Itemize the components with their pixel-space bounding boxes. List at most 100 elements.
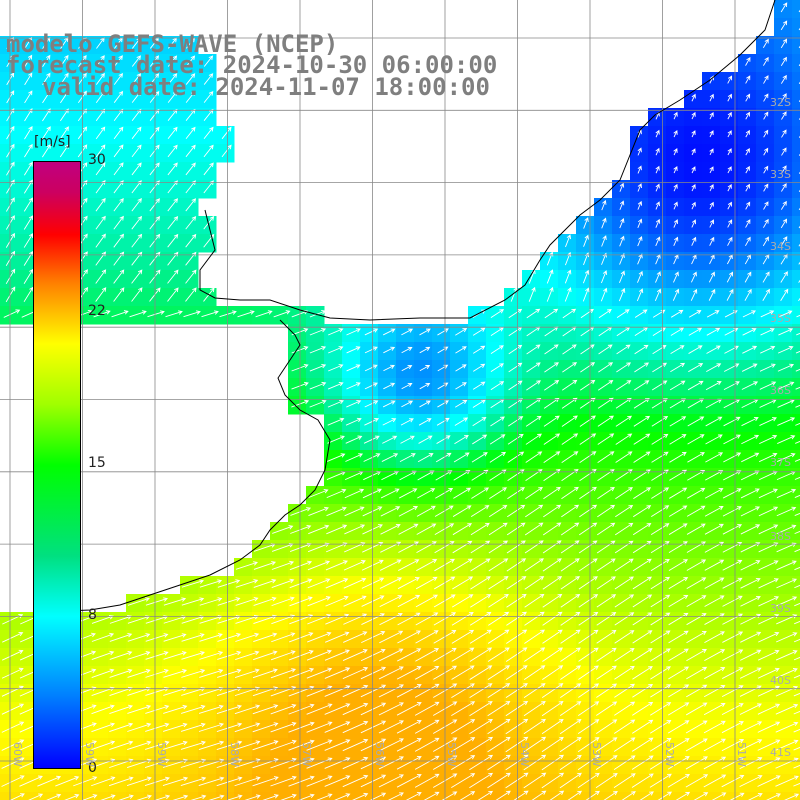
wind-arrow (780, 236, 788, 247)
wind-arrow (621, 791, 636, 800)
wind-arrow (505, 754, 529, 771)
wind-arrow (91, 776, 116, 787)
wind-arrow (398, 506, 419, 517)
wind-arrow (380, 506, 401, 517)
wind-arrow (703, 756, 727, 770)
colorbar (33, 161, 81, 769)
wind-arrow (381, 453, 399, 462)
wind-arrow (472, 434, 488, 445)
wind-cell (792, 504, 800, 523)
wind-arrow (525, 398, 542, 409)
wind-arrow (165, 310, 183, 318)
wind-arrow (167, 269, 179, 284)
wind-arrow (508, 344, 523, 355)
wind-arrow (580, 308, 594, 319)
wind-arrow (235, 579, 259, 588)
lat-label-39s: 39S (770, 602, 791, 615)
wind-arrow (93, 310, 111, 318)
wind-arrow (469, 718, 493, 735)
wind-arrow (619, 270, 626, 283)
wind-arrow (216, 776, 243, 787)
wind-arrow (5, 268, 16, 285)
wind-arrow (451, 612, 474, 626)
wind-arrow (741, 452, 760, 463)
wind-arrow (668, 505, 688, 517)
wind-arrow (400, 435, 415, 444)
wind-arrow (560, 540, 580, 554)
wind-arrow (706, 363, 722, 372)
wind-arrow (23, 268, 34, 284)
wind-arrow (686, 684, 708, 698)
wind-cell (504, 792, 523, 800)
wind-arrow (655, 165, 660, 174)
wind-arrow (688, 327, 703, 336)
wind-cell (792, 54, 800, 73)
colorbar-tick-30: 30 (88, 152, 106, 168)
wind-arrow (650, 558, 670, 572)
wind-arrow (745, 75, 751, 84)
wind-arrow (775, 632, 798, 643)
wind-arrow (234, 722, 261, 733)
wind-cell (414, 792, 433, 800)
wind-arrow (470, 576, 491, 590)
wind-arrow (3, 309, 21, 318)
wind-arrow (649, 773, 672, 788)
wind-arrow (199, 633, 223, 642)
wind-arrow (325, 595, 349, 607)
wind-arrow (686, 631, 707, 644)
wind-arrow (380, 523, 401, 535)
wind-arrow (561, 415, 578, 427)
wind-arrow (705, 452, 724, 463)
wind-arrow (342, 702, 369, 716)
wind-arrow (270, 775, 297, 787)
wind-arrow (632, 683, 654, 698)
wind-arrow (524, 611, 545, 626)
wind-arrow (650, 594, 671, 608)
wind-arrow (704, 488, 724, 499)
wind-arrow (221, 126, 232, 140)
wind-arrow (235, 597, 259, 606)
wind-arrow (637, 200, 643, 210)
wind-arrow (740, 595, 761, 607)
wind-arrow (776, 453, 796, 462)
wind-arrow (417, 488, 436, 499)
lat-label-41s: 41S (770, 746, 791, 759)
wind-arrow (686, 505, 706, 517)
wind-arrow (668, 523, 688, 535)
wind-arrow (235, 561, 258, 570)
wind-cell (270, 792, 289, 800)
wind-arrow (544, 362, 559, 373)
wind-arrow (1, 667, 24, 679)
wind-arrow (562, 362, 578, 373)
wind-arrow (614, 612, 635, 626)
wind-arrow (127, 686, 151, 696)
wind-cell (792, 360, 800, 379)
wind-arrow (794, 530, 800, 535)
wind-arrow (758, 488, 778, 499)
wind-arrow (252, 704, 279, 715)
wind-arrow (24, 54, 33, 68)
wind-arrow (596, 594, 617, 608)
wind-arrow (597, 451, 615, 463)
wind-arrow (400, 418, 414, 426)
wind-arrow (601, 199, 607, 211)
wind-arrow (763, 165, 769, 174)
wind-arrow (326, 524, 348, 535)
wind-arrow (526, 362, 541, 373)
wind-arrow (633, 433, 651, 445)
wind-arrow (487, 647, 510, 662)
wind-arrow (578, 665, 599, 680)
wind-arrow (795, 368, 800, 372)
wind-arrow (185, 269, 197, 284)
wind-arrow (324, 667, 351, 679)
wind-cell (792, 684, 800, 703)
wind-arrow (149, 198, 160, 212)
wind-arrow (542, 540, 562, 554)
wind-arrow (342, 774, 369, 788)
wind-arrow (780, 200, 787, 210)
wind-arrow (328, 346, 344, 354)
wind-arrow (780, 218, 788, 229)
wind-arrow (561, 486, 579, 500)
wind-arrow (451, 773, 476, 789)
lon-label-60w: 60W (11, 742, 24, 767)
